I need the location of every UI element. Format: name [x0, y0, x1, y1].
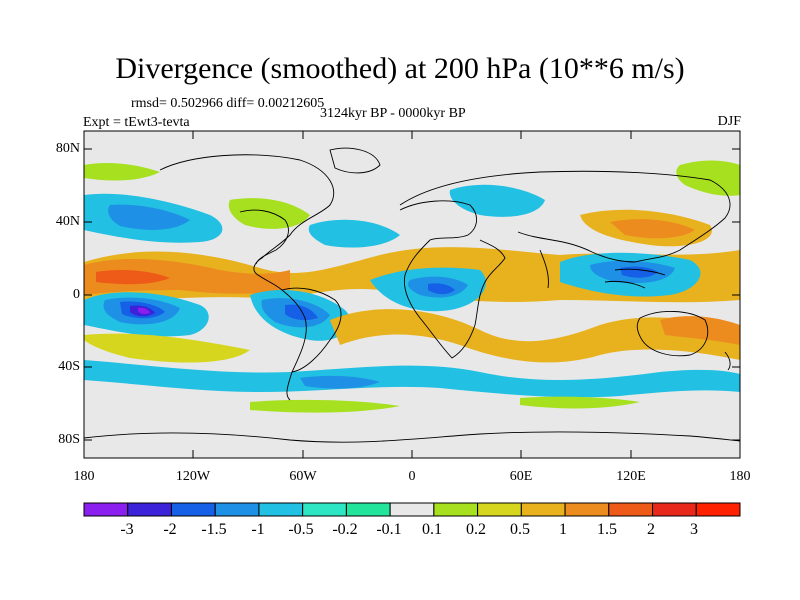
south-america-east — [281, 287, 342, 373]
colorbar-swatch — [302, 502, 347, 517]
colorbar-swatch — [477, 502, 522, 517]
lon-label-0: 0 — [408, 469, 416, 484]
colorbar-label: -3 — [120, 521, 134, 538]
lat-label-80s: 80S — [58, 432, 80, 447]
greenland — [329, 147, 381, 174]
colorbar-label: 1.5 — [597, 521, 617, 538]
season-label: DJF — [717, 114, 741, 129]
colorbar-swatch — [389, 502, 435, 517]
lat-label-40s: 40S — [58, 359, 80, 374]
colorbar-label: 3 — [690, 521, 698, 538]
lat-label-40n: 40N — [55, 214, 80, 229]
colorbar-swatch — [345, 502, 391, 517]
colorbar-label: -0.1 — [376, 521, 402, 538]
axis-ticks — [84, 131, 740, 458]
colorbar-swatch — [695, 502, 741, 517]
lon-label-120e: 120E — [616, 469, 646, 484]
lon-label-120w: 120W — [175, 469, 211, 484]
colorbar-label: -0.5 — [288, 521, 314, 538]
colorbar-swatch — [170, 502, 216, 517]
colorbar-label: -1.5 — [201, 521, 227, 538]
coastlines — [84, 147, 740, 443]
new-zealand — [724, 351, 731, 371]
colorbar-label: -2 — [163, 521, 177, 538]
colorbar-swatch — [608, 502, 654, 517]
colorbar-swatch — [214, 502, 260, 517]
colorbar-swatch — [83, 502, 129, 517]
lat-label-80n: 80N — [55, 141, 80, 156]
lat-label-0: 0 — [73, 287, 80, 302]
australia — [636, 310, 709, 357]
antarctica — [84, 431, 740, 443]
colorbar-swatch — [564, 502, 610, 517]
colorbar-label: -1 — [251, 521, 265, 538]
colorbar-label: 0.5 — [510, 521, 530, 538]
colorbar — [83, 502, 741, 517]
lon-label-60e: 60E — [509, 469, 533, 484]
colorbar-label: -0.2 — [332, 521, 358, 538]
figure-title: Divergence (smoothed) at 200 hPa (10**6 … — [115, 52, 685, 85]
colorbar-label: 2 — [647, 521, 655, 538]
colorbar-swatch — [433, 502, 479, 517]
colorbar-swatch — [652, 502, 697, 517]
colorbar-swatch — [520, 502, 566, 517]
north-america-east — [239, 209, 289, 265]
lon-label-180w: 180 — [73, 469, 95, 484]
divergence-field — [84, 131, 740, 458]
time-period: 3124kyr BP - 0000kyr BP — [320, 106, 466, 121]
eurasia-outline — [399, 170, 731, 263]
india — [539, 249, 549, 289]
experiment-label: Expt = tEwt3-tevta — [83, 115, 190, 130]
colorbar-label: 1 — [559, 521, 567, 538]
lon-label-60w: 60W — [289, 469, 317, 484]
africa-outline — [399, 200, 506, 359]
colorbar-swatch — [258, 502, 304, 517]
lon-label-180e: 180 — [729, 469, 751, 484]
rmsd-diff-stats: rmsd= 0.502966 diff= 0.00212605 — [131, 96, 325, 111]
colorbar-swatch — [127, 502, 172, 517]
colorbar-label: 0.2 — [466, 521, 486, 538]
colorbar-label: 0.1 — [422, 521, 442, 538]
maritime-continent — [604, 268, 666, 289]
